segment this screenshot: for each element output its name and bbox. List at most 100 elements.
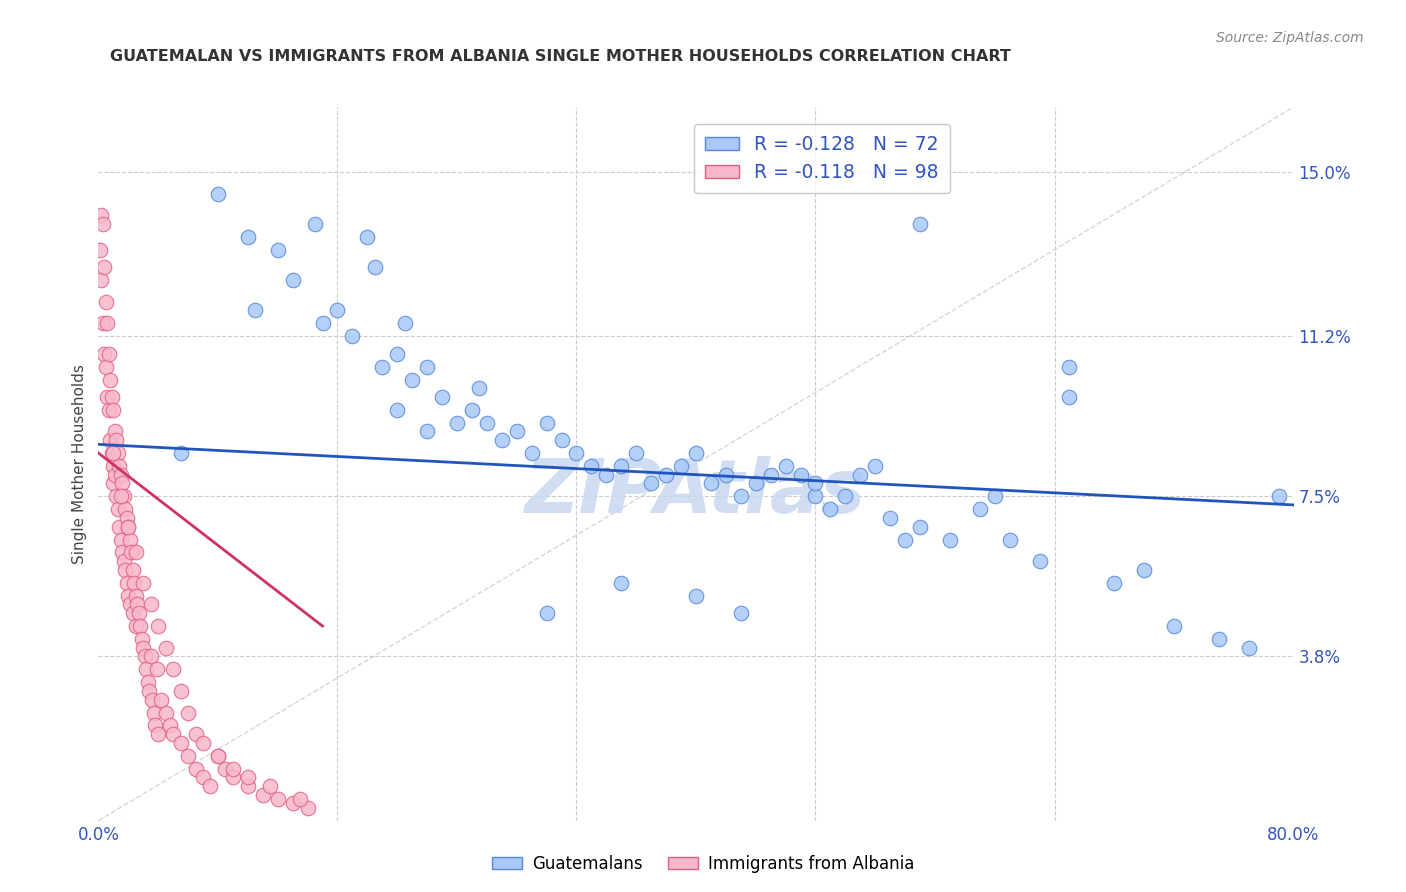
Point: [1028, 554, 1050, 568]
Point: [120, 545, 142, 559]
Point: [342, 329, 364, 343]
Point: [207, 186, 229, 201]
Point: [200, 779, 222, 793]
Point: [162, 662, 184, 676]
Point: [110, 533, 132, 547]
Point: [700, 476, 723, 491]
Point: [1267, 489, 1289, 503]
Point: [834, 489, 856, 503]
Point: [281, 273, 304, 287]
Point: [93, 346, 115, 360]
Point: [184, 762, 207, 776]
Point: [101, 390, 124, 404]
Point: [356, 229, 378, 244]
Point: [139, 598, 162, 612]
Point: [385, 402, 409, 417]
Point: [849, 467, 872, 482]
Point: [110, 467, 132, 482]
Point: [98, 372, 122, 386]
Point: [468, 381, 491, 395]
Point: [685, 589, 707, 603]
Point: [236, 229, 259, 244]
Point: [150, 692, 173, 706]
Point: [136, 675, 159, 690]
Point: [117, 519, 139, 533]
Point: [108, 458, 131, 473]
Point: [655, 467, 678, 482]
Point: [104, 425, 127, 439]
Point: [90, 208, 112, 222]
Point: [103, 402, 125, 417]
Point: [550, 433, 572, 447]
Point: [90, 273, 112, 287]
Point: [125, 545, 148, 559]
Point: [96, 390, 118, 404]
Point: [121, 606, 143, 620]
Point: [865, 458, 887, 473]
Y-axis label: Single Mother Households: Single Mother Households: [72, 364, 87, 564]
Point: [371, 359, 394, 374]
Point: [104, 467, 127, 482]
Point: [394, 316, 416, 330]
Point: [110, 489, 132, 503]
Point: [789, 467, 811, 482]
Legend: Guatemalans, Immigrants from Albania: Guatemalans, Immigrants from Albania: [485, 848, 921, 880]
Point: [148, 619, 170, 633]
Point: [184, 727, 207, 741]
Point: [103, 476, 125, 491]
Point: [1104, 575, 1126, 590]
Point: [506, 425, 529, 439]
Point: [214, 762, 236, 776]
Point: [97, 346, 120, 360]
Point: [730, 606, 752, 620]
Point: [103, 446, 125, 460]
Text: ZIPAtlas: ZIPAtlas: [526, 456, 866, 529]
Text: GUATEMALAN VS IMMIGRANTS FROM ALBANIA SINGLE MOTHER HOUSEHOLDS CORRELATION CHART: GUATEMALAN VS IMMIGRANTS FROM ALBANIA SI…: [111, 49, 1011, 64]
Point: [129, 619, 152, 633]
Point: [98, 433, 122, 447]
Point: [879, 511, 901, 525]
Point: [118, 533, 141, 547]
Point: [311, 316, 333, 330]
Point: [94, 294, 117, 309]
Point: [114, 502, 136, 516]
Point: [103, 458, 125, 473]
Point: [775, 458, 797, 473]
Point: [105, 433, 128, 447]
Point: [267, 243, 290, 257]
Point: [125, 589, 148, 603]
Point: [169, 736, 191, 750]
Point: [169, 684, 191, 698]
Point: [141, 692, 163, 706]
Point: [125, 619, 148, 633]
Point: [101, 446, 124, 460]
Point: [134, 649, 156, 664]
Point: [565, 446, 588, 460]
Point: [112, 489, 135, 503]
Point: [115, 511, 138, 525]
Point: [132, 575, 155, 590]
Point: [714, 467, 737, 482]
Point: [894, 533, 917, 547]
Point: [364, 260, 387, 274]
Point: [107, 502, 129, 516]
Point: [446, 416, 468, 430]
Point: [804, 476, 827, 491]
Point: [117, 589, 139, 603]
Point: [610, 458, 633, 473]
Point: [177, 706, 200, 720]
Point: [1059, 390, 1081, 404]
Point: [222, 762, 245, 776]
Point: [491, 433, 513, 447]
Point: [245, 303, 267, 318]
Point: [430, 390, 453, 404]
Point: [626, 446, 648, 460]
Point: [94, 359, 117, 374]
Point: [595, 467, 617, 482]
Point: [139, 649, 162, 664]
Point: [969, 502, 991, 516]
Point: [1059, 359, 1081, 374]
Point: [908, 519, 931, 533]
Point: [804, 489, 827, 503]
Point: [998, 533, 1021, 547]
